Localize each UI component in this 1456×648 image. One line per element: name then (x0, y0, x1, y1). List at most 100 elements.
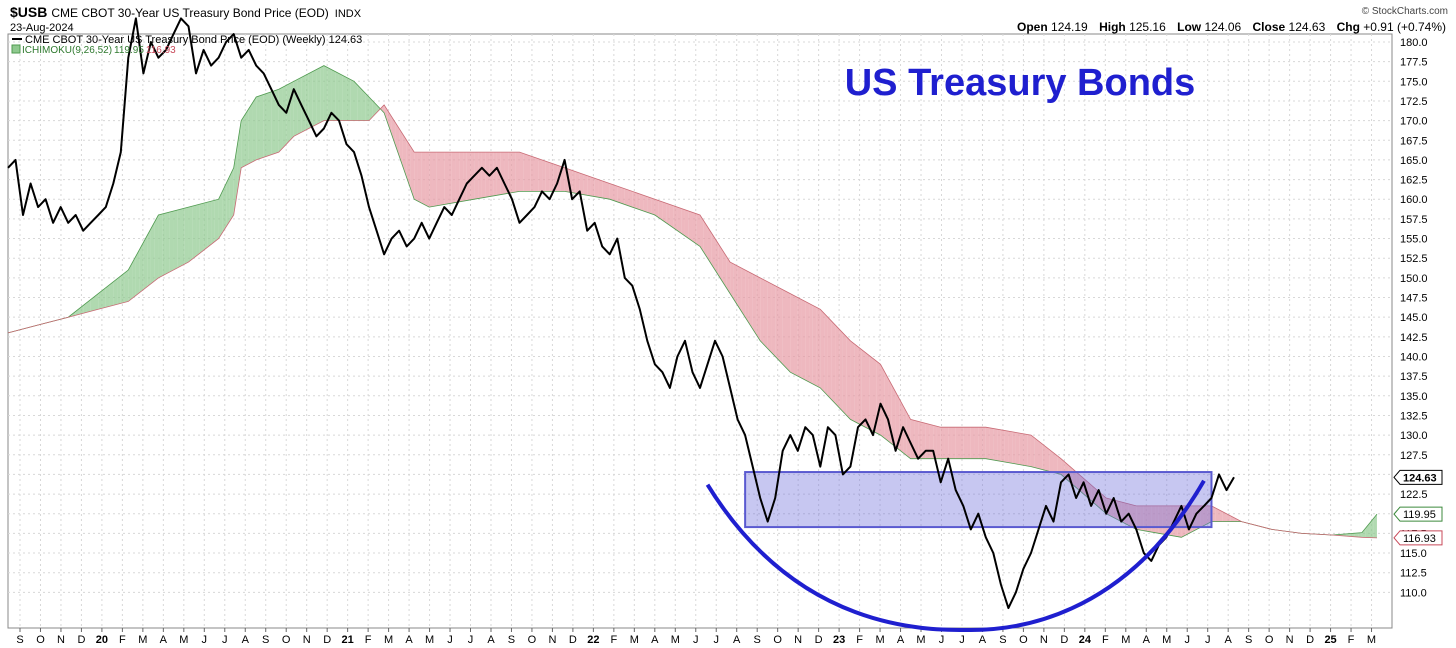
cloud-bullish-segment (211, 200, 215, 245)
x-tick-label: J (1184, 634, 1190, 646)
x-tick-label: O (773, 634, 782, 646)
x-tick-label: F (1348, 634, 1355, 646)
chg-value: +0.91 (+0.74%) (1363, 20, 1446, 34)
cloud-bearish-segment (425, 152, 430, 208)
cloud-bullish-segment (252, 97, 257, 162)
cloud-bearish-segment (1234, 517, 1238, 522)
y-tick-label: 132.5 (1400, 410, 1428, 422)
high-value: 125.16 (1129, 20, 1166, 34)
cloud-bearish-segment (474, 152, 479, 200)
cloud-bearish-segment (767, 281, 772, 353)
x-tick-label: A (160, 634, 168, 646)
x-tick-label: J (939, 634, 945, 646)
y-tick-label: 160.0 (1400, 194, 1428, 206)
cloud-bearish-segment (1143, 505, 1148, 532)
range-box-annotation (744, 471, 1213, 529)
x-tick-label: F (1102, 634, 1109, 646)
x-tick-label: M (1367, 634, 1376, 646)
cloud-bearish-segment (741, 268, 746, 318)
cloud-bearish-segment (1147, 505, 1152, 533)
cloud-bearish-segment (1136, 505, 1141, 531)
price-tag-label: 119.95 (1403, 509, 1436, 521)
cloud-bearish-segment (918, 421, 922, 459)
cloud-bearish-segment (421, 152, 426, 206)
cloud-bullish-segment (229, 167, 234, 221)
y-tick-label: 150.0 (1400, 273, 1428, 285)
cloud-bearish-segment (820, 309, 825, 392)
cloud-bearish-segment (978, 427, 983, 459)
open-value: 124.19 (1051, 20, 1088, 34)
y-tick-label: 177.5 (1400, 57, 1428, 69)
cloud-bullish-segment (218, 191, 223, 239)
cloud-bullish-segment (282, 85, 287, 149)
cloud-bullish-segment (376, 104, 381, 113)
cloud-bearish-segment (1200, 505, 1204, 528)
cloud-bearish-segment (662, 201, 667, 223)
cloud-bearish-segment (587, 175, 591, 196)
cloud-bearish-segment (1030, 435, 1035, 468)
cloud-bearish-segment (1151, 505, 1156, 533)
x-tick-label: M (384, 634, 393, 646)
cloud-bearish-segment (594, 178, 599, 198)
cloud-bearish-segment (1008, 431, 1013, 464)
cloud-bullish-segment (241, 114, 245, 168)
cloud-bearish-segment (410, 146, 415, 200)
y-tick-label: 157.5 (1400, 214, 1428, 226)
cloud-bullish-segment (109, 281, 114, 307)
cloud-bearish-segment (1215, 507, 1219, 522)
cloud-bearish-segment (722, 250, 727, 288)
x-tick-label: O (528, 634, 537, 646)
cloud-bearish-segment (519, 152, 524, 192)
cloud-bearish-segment (463, 152, 467, 202)
cloud-bullish-segment (308, 71, 313, 129)
cloud-bullish-segment (203, 202, 208, 251)
x-tick-label: J (222, 634, 228, 646)
cloud-bearish-segment (880, 364, 885, 439)
x-tick-label: N (1040, 634, 1048, 646)
cloud-bearish-segment (673, 205, 678, 231)
cloud-bearish-segment (530, 156, 535, 192)
chart-header: $USB CME CBOT 30-Year US Treasury Bond Pr… (10, 4, 361, 20)
cloud-bullish-segment (98, 290, 103, 310)
cloud-bearish-segment (778, 287, 783, 365)
cloud-bullish-segment (275, 89, 279, 154)
x-tick-label: A (651, 634, 659, 646)
price-tag-label: 124.63 (1403, 472, 1437, 484)
cloud-bearish-segment (466, 152, 471, 201)
cloud-bearish-segment (970, 427, 975, 459)
cloud-bullish-segment (286, 83, 291, 145)
x-tick-label: J (693, 634, 699, 646)
cloud-bearish-segment (955, 427, 960, 459)
cloud-bearish-segment (602, 180, 606, 199)
y-tick-label: 140.0 (1400, 351, 1428, 363)
cloud-bullish-segment (1373, 514, 1377, 538)
cloud-bullish-segment (117, 275, 121, 305)
legend-ichimoku-span-a: 119.95 (114, 45, 144, 56)
cloud-bearish-segment (835, 325, 840, 408)
cloud-bearish-segment (440, 152, 445, 206)
cloud-bullish-segment (233, 144, 238, 215)
y-tick-label: 172.5 (1400, 96, 1428, 108)
x-tick-label: J (959, 634, 965, 646)
cloud-bearish-segment (831, 321, 836, 404)
x-tick-label: F (119, 634, 126, 646)
cloud-bearish-segment (711, 232, 716, 270)
y-tick-label: 152.5 (1400, 253, 1428, 265)
x-tick-label: S (1245, 634, 1252, 646)
cloud-bearish-segment (948, 427, 952, 459)
cloud-bearish-segment (654, 199, 659, 218)
cloud-bearish-segment (869, 355, 873, 432)
y-tick-label: 175.0 (1400, 76, 1428, 88)
cloud-bearish-segment (1222, 511, 1227, 522)
ichimoku-span-a-line (7, 65, 1378, 538)
cloud-bullish-segment (354, 81, 358, 121)
cloud-bearish-segment (812, 305, 817, 386)
cloud-bullish-segment (158, 213, 163, 278)
x-tick-label: M (671, 634, 680, 646)
cloud-bearish-segment (451, 152, 456, 204)
x-tick-label: 25 (1324, 634, 1336, 646)
x-tick-label: D (1060, 634, 1068, 646)
cloud-bullish-segment (188, 206, 193, 263)
cloud-bearish-segment (636, 192, 640, 210)
